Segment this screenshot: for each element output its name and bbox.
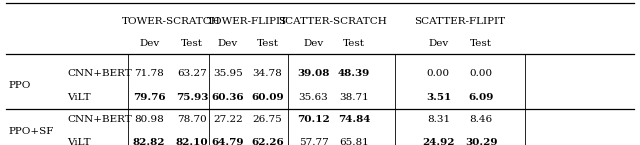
Text: 80.98: 80.98 — [134, 115, 164, 124]
Text: Test: Test — [343, 39, 365, 48]
Text: Test: Test — [257, 39, 278, 48]
Text: PPO: PPO — [8, 81, 31, 90]
Text: Test: Test — [181, 39, 203, 48]
Text: 3.51: 3.51 — [426, 93, 451, 102]
Text: 0.00: 0.00 — [470, 69, 493, 78]
Text: PPO+SF: PPO+SF — [8, 126, 54, 136]
Text: 60.09: 60.09 — [252, 93, 284, 102]
Text: ViLT: ViLT — [67, 138, 91, 145]
Text: 30.29: 30.29 — [465, 138, 497, 145]
Text: 38.71: 38.71 — [339, 93, 369, 102]
Text: 35.95: 35.95 — [213, 69, 243, 78]
Text: 39.08: 39.08 — [298, 69, 330, 78]
Text: 0.00: 0.00 — [427, 69, 450, 78]
Text: CNN+BERT: CNN+BERT — [67, 115, 132, 124]
Text: 6.09: 6.09 — [468, 93, 494, 102]
Text: 63.27: 63.27 — [177, 69, 207, 78]
Text: Dev: Dev — [303, 39, 324, 48]
Text: 62.26: 62.26 — [251, 138, 284, 145]
Text: Dev: Dev — [218, 39, 238, 48]
Text: 26.75: 26.75 — [253, 115, 282, 124]
Text: 60.36: 60.36 — [212, 93, 244, 102]
Text: 48.39: 48.39 — [338, 69, 370, 78]
Text: SCATTER-SCRATCH: SCATTER-SCRATCH — [278, 17, 387, 26]
Text: 75.93: 75.93 — [176, 93, 208, 102]
Text: SCATTER-FLIPIT: SCATTER-FLIPIT — [414, 17, 505, 26]
Text: 71.78: 71.78 — [134, 69, 164, 78]
Text: 57.77: 57.77 — [299, 138, 328, 145]
Text: 64.79: 64.79 — [212, 138, 244, 145]
Text: 24.92: 24.92 — [422, 138, 454, 145]
Text: Test: Test — [470, 39, 492, 48]
Text: 34.78: 34.78 — [253, 69, 282, 78]
Text: CNN+BERT: CNN+BERT — [67, 69, 132, 78]
Text: 65.81: 65.81 — [339, 138, 369, 145]
Text: Dev: Dev — [139, 39, 159, 48]
Text: 35.63: 35.63 — [299, 93, 328, 102]
Text: 70.12: 70.12 — [297, 115, 330, 124]
Text: 74.84: 74.84 — [338, 115, 370, 124]
Text: ViLT: ViLT — [67, 93, 91, 102]
Text: 82.10: 82.10 — [176, 138, 208, 145]
Text: 82.82: 82.82 — [133, 138, 165, 145]
Text: 8.46: 8.46 — [470, 115, 493, 124]
Text: 78.70: 78.70 — [177, 115, 207, 124]
Text: 79.76: 79.76 — [133, 93, 165, 102]
Text: 8.31: 8.31 — [427, 115, 450, 124]
Text: TOWER-FLIPIT: TOWER-FLIPIT — [207, 17, 288, 26]
Text: TOWER-SCRATCH: TOWER-SCRATCH — [122, 17, 220, 26]
Text: 27.22: 27.22 — [213, 115, 243, 124]
Text: Dev: Dev — [428, 39, 449, 48]
